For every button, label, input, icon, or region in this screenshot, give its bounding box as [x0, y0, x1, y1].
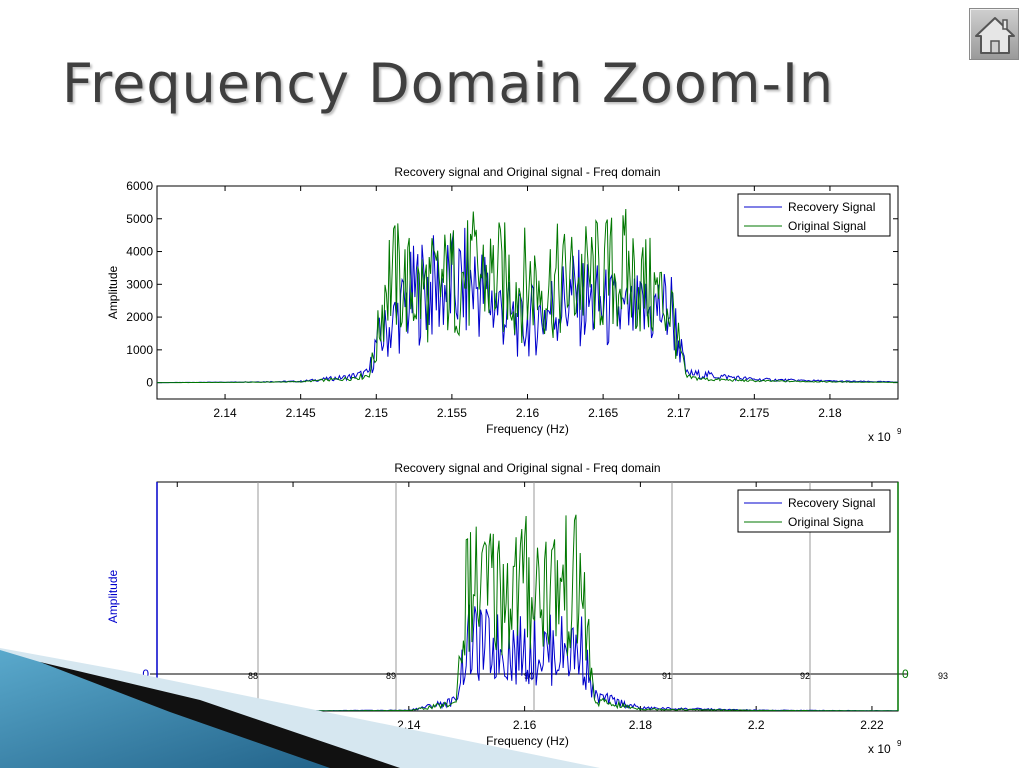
- y-tick-label: 3000: [126, 277, 153, 291]
- x-tick-label: 2.12: [281, 718, 305, 732]
- x-tick-label: 2.18: [818, 406, 842, 420]
- x-tick-label: 2.14: [397, 718, 421, 732]
- x-tick-label: 2.2: [748, 718, 765, 732]
- x-axis-label: Frequency (Hz): [486, 734, 569, 748]
- home-button[interactable]: [969, 8, 1019, 60]
- x-tick-label: 2.17: [667, 406, 691, 420]
- x-multiplier-exponent: 9: [897, 427, 902, 436]
- chart-title: Recovery signal and Original signal - Fr…: [394, 165, 660, 179]
- right-axis-zero-label: 0: [902, 667, 909, 681]
- x-tick-label: 2.18: [629, 718, 653, 732]
- x-multiplier-exponent: 9: [897, 739, 902, 748]
- x-tick-label: 2.155: [437, 406, 467, 420]
- chart-1: Recovery signal and Original signal - Fr…: [106, 165, 902, 444]
- x-multiplier: x 10: [868, 742, 891, 756]
- legend-box: [737, 193, 891, 237]
- y-tick-label: 4000: [126, 245, 153, 259]
- y-tick-label: 2000: [126, 310, 153, 324]
- overlay-tick-label: 91: [662, 671, 672, 681]
- overlay-tick-label: 92: [800, 671, 810, 681]
- series-line-2: [157, 208, 898, 384]
- legend-box: [737, 489, 891, 533]
- overlay-tick-label: 88: [248, 671, 258, 681]
- overlay-tick-label: 89: [386, 671, 396, 681]
- legend-label: Recovery Signal: [788, 200, 875, 214]
- chart-title: Recovery signal and Original signal - Fr…: [394, 461, 660, 475]
- y-axis-label: Amplitude: [106, 266, 120, 320]
- slide-title: Frequency Domain Zoom-In: [62, 52, 835, 115]
- y-tick-label: 0: [146, 376, 153, 390]
- x-multiplier: x 10: [868, 430, 891, 444]
- x-tick-label: 2.175: [739, 406, 769, 420]
- x-tick-label: 2.14: [213, 406, 237, 420]
- legend-label: Original Signal: [788, 219, 866, 233]
- chart-2: Recovery signal and Original signal - Fr…: [106, 461, 948, 756]
- legend-label: Original Signa: [788, 515, 864, 529]
- legend-label: Recovery Signal: [788, 496, 875, 510]
- y-tick-label: 5000: [126, 212, 153, 226]
- x-axis-label: Frequency (Hz): [486, 422, 569, 436]
- overlay-tick-label: 93: [938, 671, 948, 681]
- y-tick-label: 6000: [126, 179, 153, 193]
- x-tick-label: 2.16: [513, 718, 537, 732]
- x-tick-label: 2.145: [286, 406, 316, 420]
- x-tick-label: 2.1: [169, 718, 186, 732]
- x-tick-label: 2.22: [860, 718, 884, 732]
- y-tick-label: 1000: [126, 343, 153, 357]
- y-axis-label: Amplitude: [106, 570, 120, 624]
- x-tick-label: 2.16: [516, 406, 540, 420]
- home-icon: [975, 17, 1015, 54]
- x-tick-label: 2.165: [588, 406, 618, 420]
- overlay-tick-label: 87: [110, 671, 120, 681]
- x-tick-label: 2.15: [365, 406, 389, 420]
- left-axis-zero-label: 0: [142, 667, 149, 681]
